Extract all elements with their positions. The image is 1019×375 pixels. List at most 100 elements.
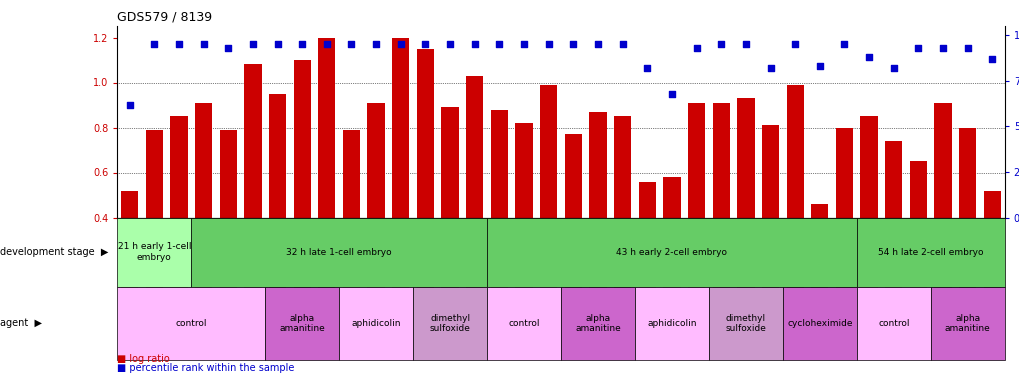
Bar [933,103,951,308]
Point [392,42,409,48]
Bar [487,287,560,360]
Bar [786,85,803,308]
Text: control: control [877,319,909,328]
Bar [835,128,852,308]
Text: alpha
amanitine: alpha amanitine [944,314,989,333]
Bar [687,103,704,308]
Text: dimethyl
sulfoxide: dimethyl sulfoxide [429,314,470,333]
Point [170,42,186,48]
Text: 21 h early 1-cell
embryо: 21 h early 1-cell embryо [117,243,191,262]
Point [220,45,236,51]
Text: control: control [175,319,207,328]
Point [613,42,630,48]
Point [368,42,384,48]
Text: agent  ▶: agent ▶ [0,318,42,328]
Point [417,42,433,48]
Bar [982,190,1000,308]
Text: ■ log ratio: ■ log ratio [117,354,170,364]
Bar [589,112,606,308]
Bar [487,217,856,287]
Bar [708,287,783,360]
Point [196,42,212,48]
Point [737,42,753,48]
Bar [638,182,655,308]
Point [909,45,925,51]
Bar [613,116,631,308]
Bar [634,287,708,360]
Point [884,65,901,71]
Bar [958,128,975,308]
Bar [539,85,556,308]
Bar [909,161,926,308]
Bar [318,38,335,308]
Point [688,45,704,51]
Point [293,42,310,48]
Bar [490,110,507,308]
Bar [783,287,856,360]
Point [491,42,507,48]
Text: 54 h late 2-cell embryo: 54 h late 2-cell embryo [877,248,982,256]
Point [787,42,803,48]
Point [589,42,605,48]
Bar [417,49,434,308]
Point [565,42,581,48]
Bar [856,287,929,360]
Bar [565,134,582,308]
Bar [339,287,413,360]
Text: cycloheximide: cycloheximide [787,319,852,328]
Point [516,42,532,48]
Point [269,42,285,48]
Point [121,102,138,108]
Point [318,42,334,48]
Text: 32 h late 1-cell embryo: 32 h late 1-cell embryo [286,248,391,256]
Bar [367,103,384,308]
Point [959,45,975,51]
Bar [441,107,459,308]
Bar [884,141,902,308]
Text: ■ percentile rank within the sample: ■ percentile rank within the sample [117,363,294,373]
Text: dimethyl
sulfoxide: dimethyl sulfoxide [725,314,765,333]
Bar [117,217,192,287]
Bar [121,190,139,308]
Point [441,42,458,48]
Bar [856,217,1004,287]
Point [639,65,655,71]
Bar [170,116,187,308]
Point [761,65,777,71]
Text: alpha
amanitine: alpha amanitine [279,314,325,333]
Bar [662,177,680,308]
Point [860,54,876,60]
Bar [515,123,532,308]
Point [663,91,680,97]
Point [934,45,951,51]
Bar [195,103,212,308]
Text: aphidicolin: aphidicolin [351,319,400,328]
Point [343,42,360,48]
Bar [737,98,754,308]
Bar [146,130,163,308]
Bar [413,287,487,360]
Point [811,63,827,69]
Bar [761,125,779,308]
Point [245,42,261,48]
Bar [810,204,827,308]
Bar [269,94,286,308]
Bar [219,130,236,308]
Point [540,42,556,48]
Point [466,42,482,48]
Bar [293,60,311,308]
Bar [860,116,877,308]
Point [146,42,162,48]
Bar [342,130,360,308]
Text: alpha
amanitine: alpha amanitine [575,314,621,333]
Bar [930,287,1004,360]
Point [712,42,729,48]
Bar [466,76,483,307]
Text: development stage  ▶: development stage ▶ [0,247,108,257]
Point [836,42,852,48]
Bar [192,217,487,287]
Point [983,56,1000,62]
Bar [560,287,634,360]
Text: aphidicolin: aphidicolin [646,319,696,328]
Bar [244,64,261,308]
